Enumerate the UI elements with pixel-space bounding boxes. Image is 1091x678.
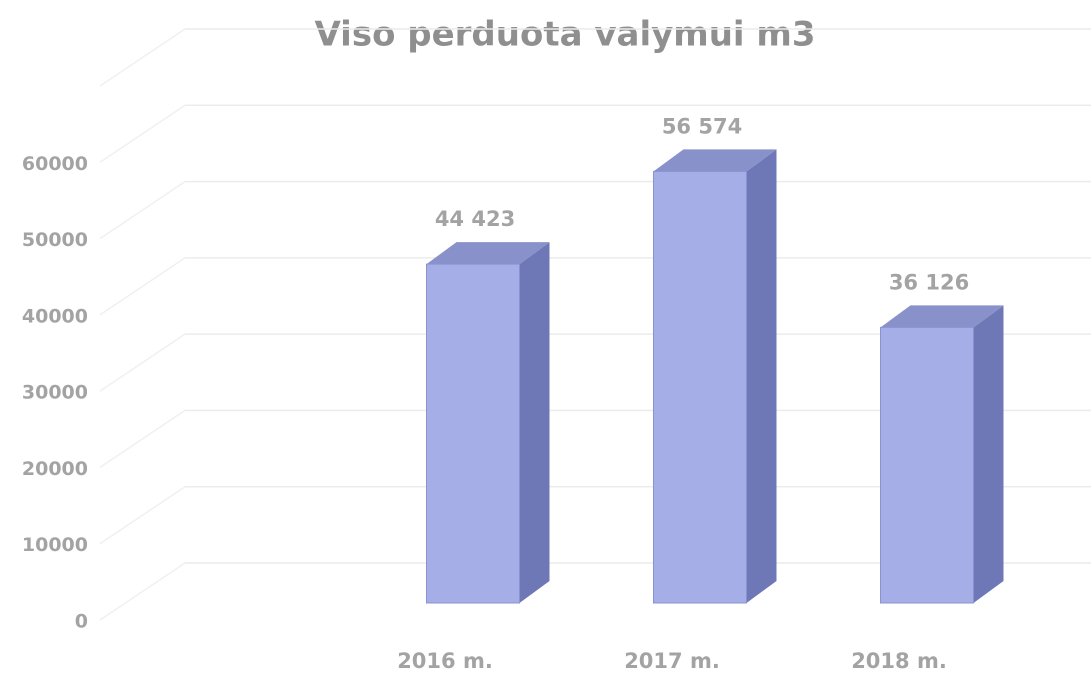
bar-top [426,242,550,265]
data-label: 56 574 [662,114,742,138]
y-tick-label: 10000 [22,534,88,556]
bar [653,170,747,604]
chart-title: Viso perduota valymui m3 [314,15,815,55]
grid-line [99,257,186,316]
data-label: 44 423 [435,207,515,231]
grid-line [99,333,186,392]
y-tick-label: 20000 [22,458,88,480]
grid-line [99,104,186,163]
bar-side [519,242,550,603]
grid-line [99,28,186,87]
grid-line [99,409,186,469]
grid-line [99,180,186,240]
bar-top [653,149,777,172]
bar-side [973,305,1004,603]
bar [426,263,520,604]
y-tick-label: 30000 [22,382,88,404]
x-tick-label: 2016 m. [397,649,493,673]
grid-line [99,486,186,545]
y-tick-label: 40000 [22,305,88,327]
x-tick-label: 2018 m. [851,649,947,673]
y-tick-label: 50000 [22,229,88,251]
x-tick-label: 2017 m. [624,649,720,673]
y-tick-label: 0 [75,611,88,633]
bar-top [880,305,1004,328]
bar-side [746,149,777,603]
bar [880,326,974,604]
grid-line [99,562,186,621]
y-tick-label: 60000 [22,153,88,175]
data-label: 36 126 [889,270,969,294]
